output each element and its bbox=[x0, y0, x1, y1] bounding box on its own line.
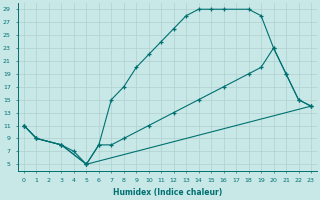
X-axis label: Humidex (Indice chaleur): Humidex (Indice chaleur) bbox=[113, 188, 222, 197]
